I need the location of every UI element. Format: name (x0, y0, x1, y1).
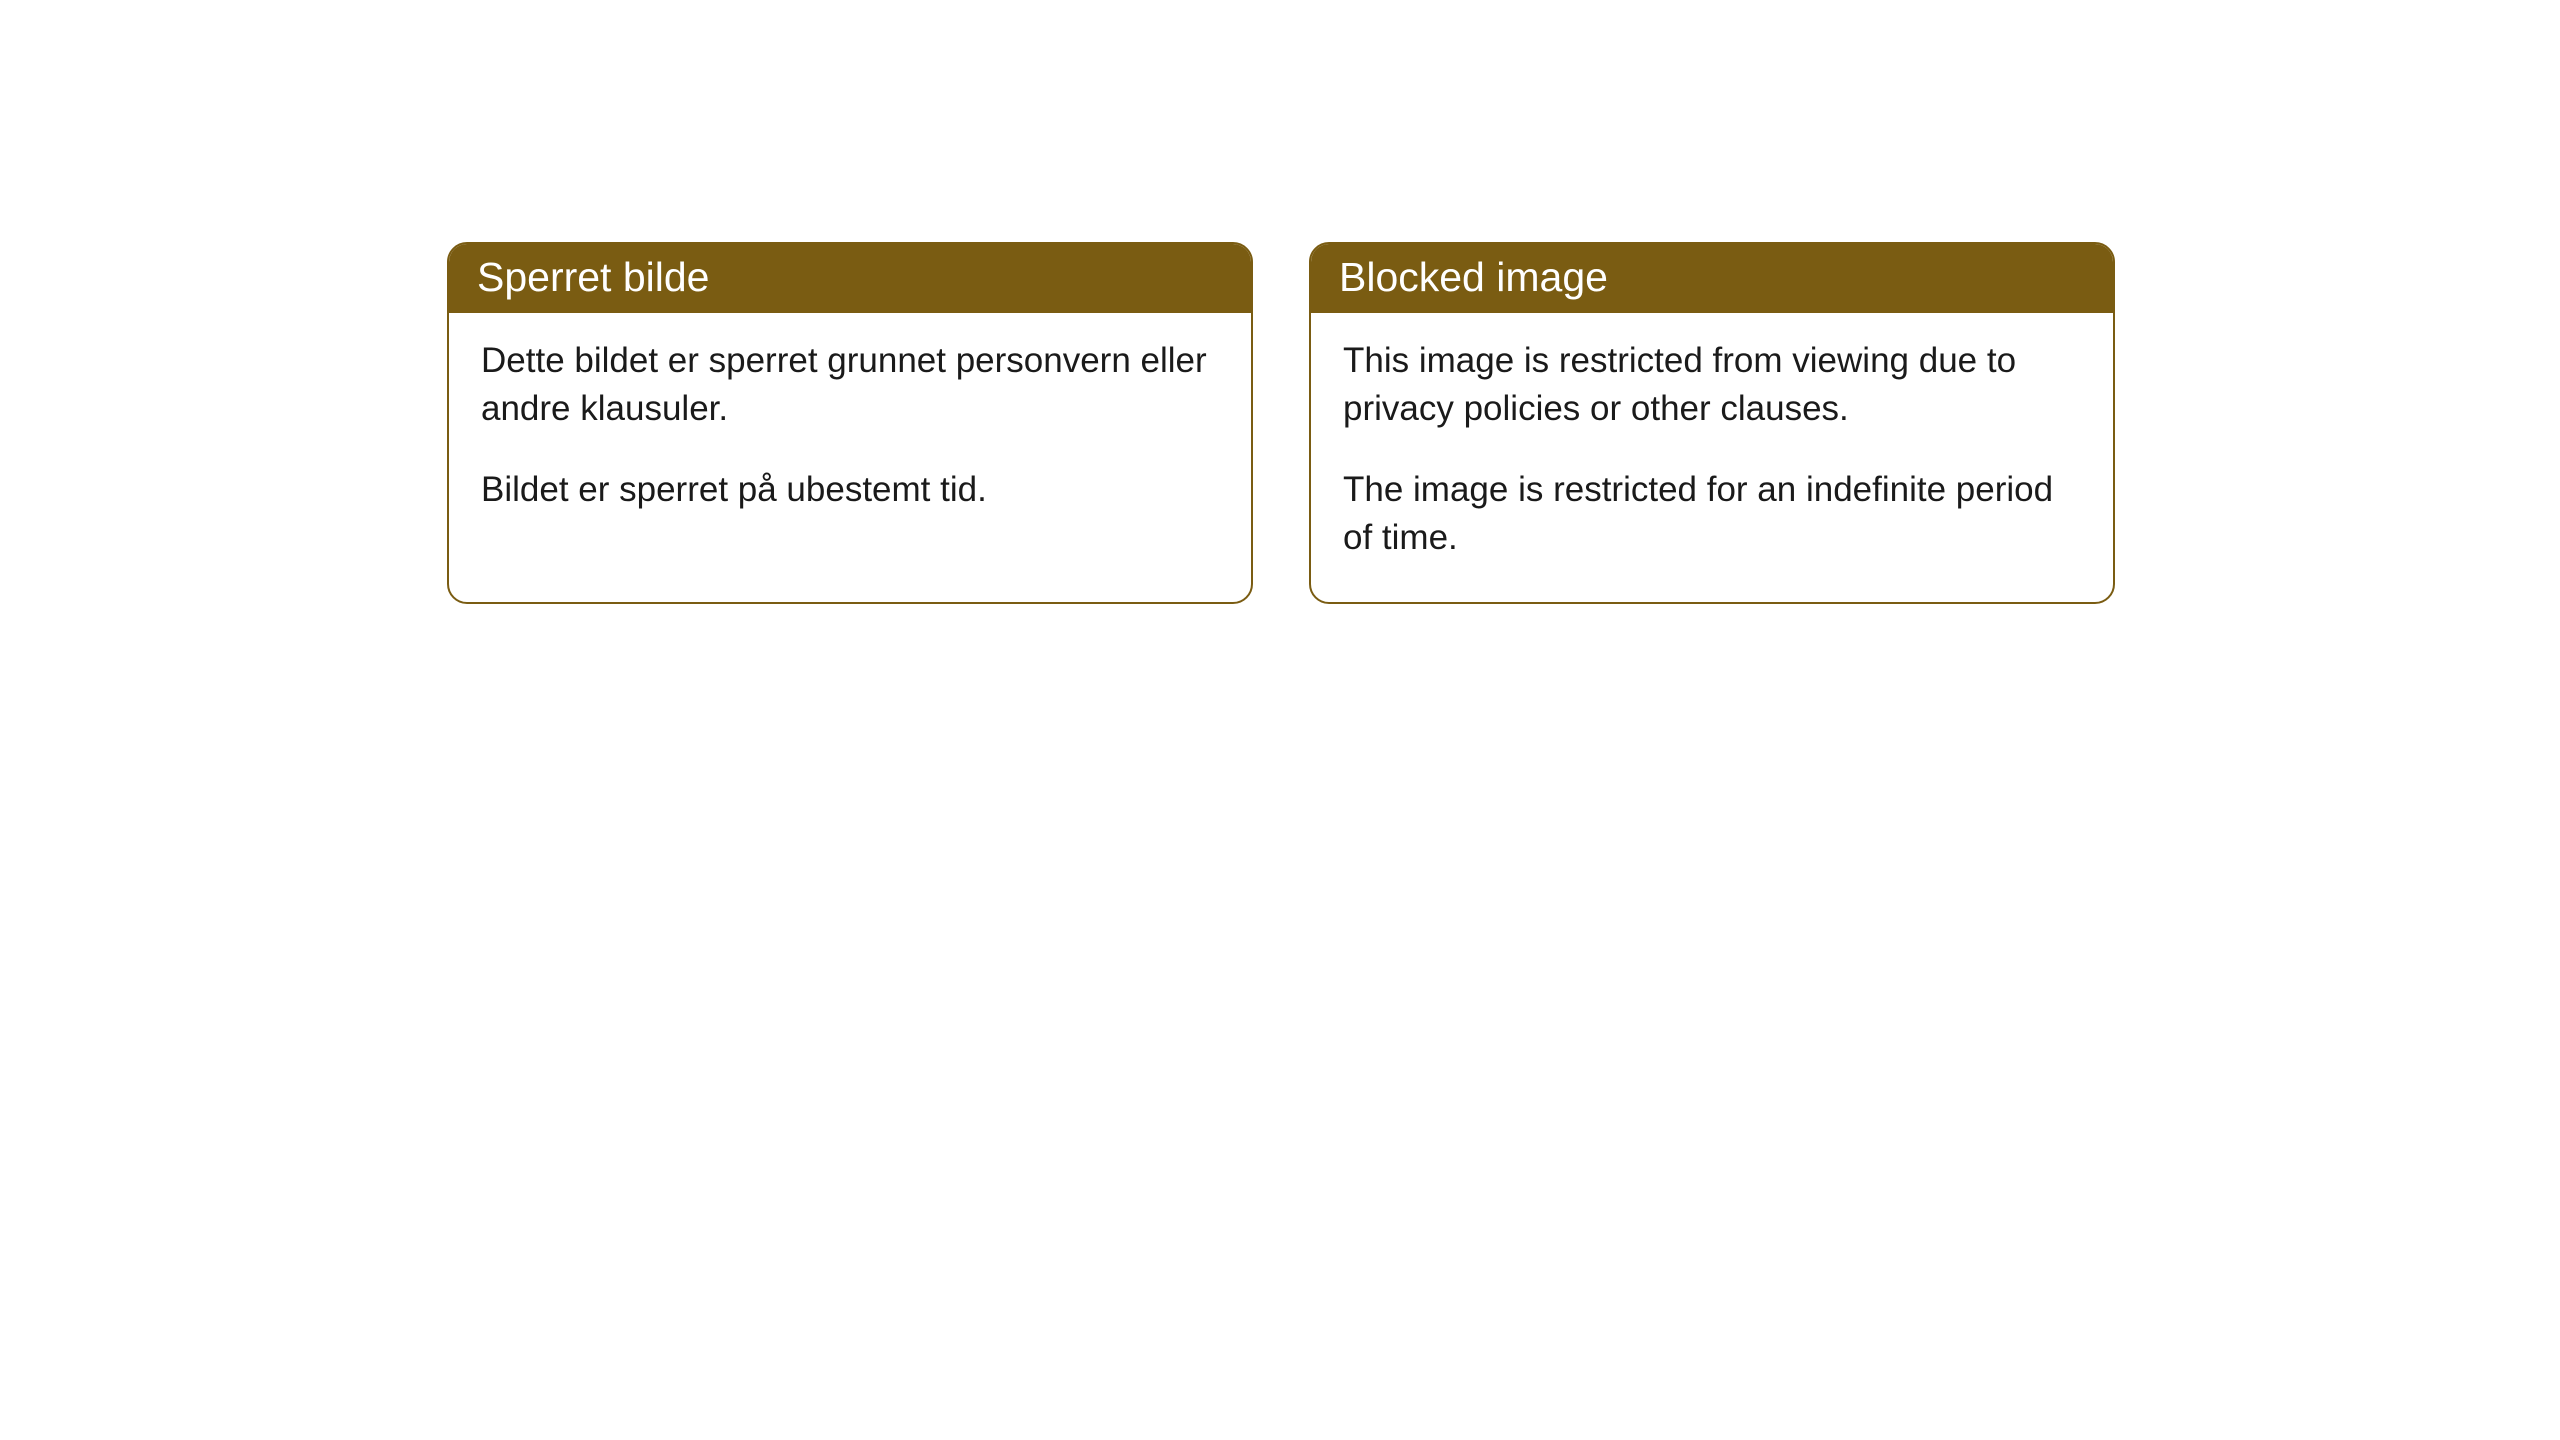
card-paragraph: The image is restricted for an indefinit… (1343, 466, 2081, 563)
card-title: Sperret bilde (449, 244, 1251, 313)
card-body: Dette bildet er sperret grunnet personve… (449, 313, 1251, 554)
blocked-image-card-english: Blocked image This image is restricted f… (1309, 242, 2115, 604)
card-paragraph: This image is restricted from viewing du… (1343, 337, 2081, 434)
card-title: Blocked image (1311, 244, 2113, 313)
blocked-image-card-norwegian: Sperret bilde Dette bildet er sperret gr… (447, 242, 1253, 604)
card-body: This image is restricted from viewing du… (1311, 313, 2113, 602)
card-paragraph: Bildet er sperret på ubestemt tid. (481, 466, 1219, 514)
notice-cards-container: Sperret bilde Dette bildet er sperret gr… (0, 0, 2560, 604)
card-paragraph: Dette bildet er sperret grunnet personve… (481, 337, 1219, 434)
